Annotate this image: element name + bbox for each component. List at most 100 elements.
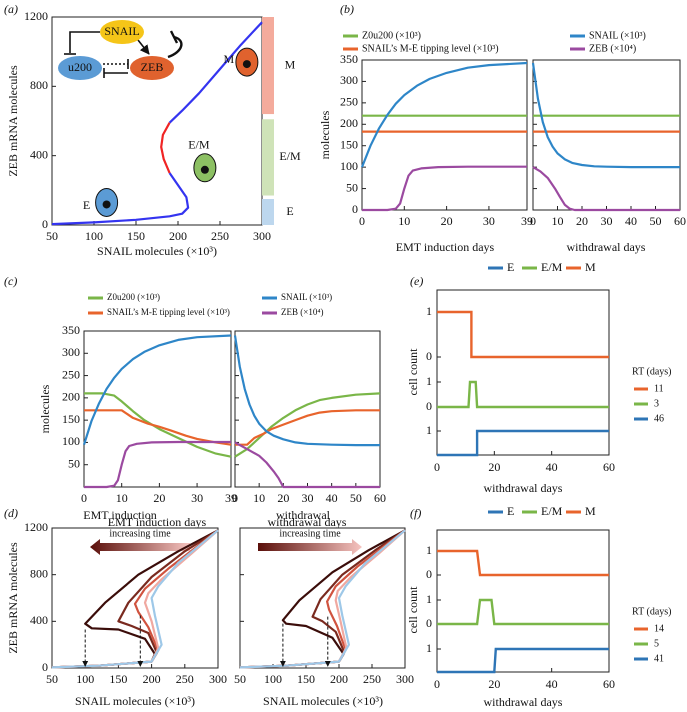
x-tick-label: 60 [603, 677, 615, 691]
y-tick-label: 0 [426, 349, 432, 363]
x-tick-label: 10 [253, 491, 265, 505]
y-tick-label: 100 [62, 434, 80, 448]
gene-node [130, 56, 174, 80]
y-axis-label: molecules [318, 110, 332, 159]
y-tick-label: 150 [62, 412, 80, 426]
series-line [234, 441, 380, 489]
x-axis-label: EMT induction days [396, 240, 495, 254]
y-tick-label: 0 [42, 660, 48, 674]
y-tick-label: 0 [426, 616, 432, 630]
y-tick-label: 50 [68, 456, 80, 470]
series-line [239, 529, 406, 669]
panel-label: (b) [340, 2, 354, 16]
y-tick-label: 1 [426, 592, 432, 606]
regulatory-edges [64, 30, 183, 78]
x-tick-label: 50 [234, 672, 246, 686]
phase-label: E [286, 204, 293, 218]
panel-label: (c) [4, 274, 17, 288]
step-line [437, 429, 609, 457]
series-line [362, 165, 527, 212]
y-tick-label: 0 [426, 399, 432, 413]
x-tick-label: 150 [109, 672, 127, 686]
x-tick-label: 30 [302, 491, 314, 505]
legend-label: M [585, 260, 596, 274]
cell-nucleus [102, 200, 111, 209]
x-tick-label: 20 [488, 460, 500, 474]
gene-label: u200 [68, 60, 92, 74]
rt-value: 14 [654, 623, 664, 634]
x-tick-label: 0 [434, 677, 440, 691]
step-line [437, 598, 609, 626]
gene-node [58, 56, 102, 80]
y-tick-label: 1200 [24, 9, 48, 23]
state-label: E/M [188, 138, 210, 152]
x-tick-label: 250 [211, 229, 229, 243]
time-arrow [90, 539, 190, 555]
step-line [437, 380, 609, 409]
series-line [160, 122, 171, 174]
x-tick-label: 20 [277, 491, 289, 505]
series-line [360, 61, 528, 168]
y-tick-label: 100 [340, 159, 358, 173]
x-tick-label: 20 [153, 491, 165, 505]
y-tick-label: 1 [426, 423, 432, 437]
panel-label: (e) [410, 274, 423, 288]
x-tick-label: 100 [85, 229, 103, 243]
x-tick-label: 50 [650, 214, 662, 228]
y-tick-label: 350 [340, 52, 358, 66]
plot-frame [83, 330, 232, 488]
y-tick-label: 300 [340, 73, 358, 87]
y-tick-label: 250 [340, 95, 358, 109]
legend-label: ZEB (×10⁴) [589, 43, 636, 54]
plot-frame [436, 289, 610, 456]
rt-value: 3 [654, 398, 659, 409]
subplot-title: withdrawal [276, 508, 331, 522]
y-tick-label: 400 [30, 613, 48, 627]
x-tick-label: 50 [46, 229, 58, 243]
legend-label: E/M [541, 504, 563, 518]
x-tick-label: 250 [363, 672, 381, 686]
series-line [51, 172, 190, 226]
time-arrow [258, 539, 362, 555]
x-tick-label: 200 [169, 229, 187, 243]
x-tick-label: 300 [209, 672, 227, 686]
panel-label: (a) [4, 2, 18, 16]
x-tick-label: 50 [350, 491, 362, 505]
x-axis-label: withdrawal days [567, 240, 646, 254]
x-axis-label: withdrawal days [484, 481, 563, 495]
arrow-label: increasing time [279, 528, 341, 539]
legend-label: Z0u200 (×10³) [362, 30, 421, 41]
rt-value: 46 [654, 413, 664, 424]
legend-label: SNAIL’s M-E tipping level (×10³) [362, 43, 499, 54]
gene-label: SNAIL [104, 24, 139, 38]
y-axis-label: ZEB mRNA molecules [6, 542, 20, 654]
phase-bar [262, 119, 274, 196]
y-tick-label: 1 [426, 543, 432, 557]
legend-label: Z0u200 (×10³) [107, 292, 160, 302]
y-tick-label: 0 [352, 202, 358, 216]
step-line [437, 647, 609, 674]
plot-frame [51, 16, 263, 226]
panel-label: (f) [410, 506, 421, 520]
series-line [235, 409, 380, 446]
x-axis-label: EMT induction days [108, 515, 207, 529]
series-line [531, 62, 680, 169]
activate-edge [137, 39, 150, 55]
x-tick-label: 300 [396, 672, 414, 686]
x-tick-label: 39 [521, 214, 533, 228]
x-tick-label: 300 [253, 229, 271, 243]
plot-frame [234, 330, 381, 488]
cell-nucleus [200, 165, 209, 174]
series-line [84, 409, 232, 446]
phase-bar [262, 199, 274, 225]
x-axis-label: SNAIL molecules (×10³) [75, 694, 195, 708]
phase-bar [262, 17, 274, 115]
y-tick-label: 50 [346, 180, 358, 194]
rt-value: 11 [654, 383, 664, 394]
x-tick-label: 40 [625, 214, 637, 228]
legend-label: ZEB (×10⁴) [281, 307, 323, 317]
x-axis-label: withdrawal days [268, 515, 347, 529]
arrow-label: increasing time [109, 528, 171, 539]
legend-label: E [507, 504, 514, 518]
x-tick-label: 10 [116, 491, 128, 505]
